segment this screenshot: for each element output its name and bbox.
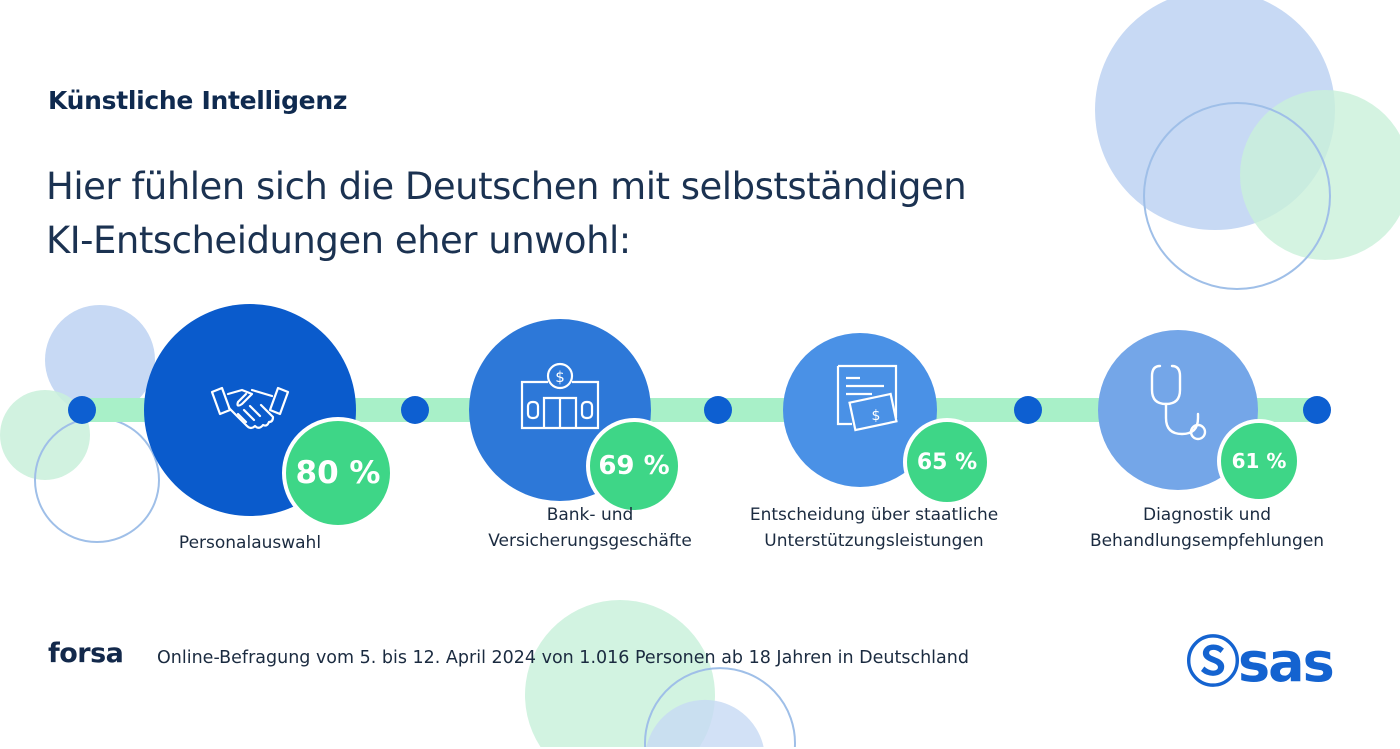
category-label-3: Entscheidung über staatliche Unterstützu…	[714, 502, 1034, 554]
decor-circle	[1240, 90, 1400, 260]
percent-badge-bg	[903, 418, 991, 506]
headline-line-1: Hier fühlen sich die Deutschen mit selbs…	[46, 165, 967, 208]
decor-circle	[646, 699, 764, 747]
svg-text:$: $	[555, 368, 565, 386]
document-money-icon: $	[836, 364, 898, 432]
label-line: Diagnostik und	[1142, 505, 1272, 525]
percent-badge-bg	[586, 418, 682, 514]
timeline-dot	[68, 396, 96, 424]
percent-badge-2: 69 %	[598, 451, 670, 481]
kicker-title: Künstliche Intelligenz	[48, 86, 348, 115]
label-line: Personalauswahl	[178, 533, 322, 553]
timeline-dot	[1014, 396, 1042, 424]
timeline-dot	[704, 396, 732, 424]
label-line: Bank- und	[546, 505, 634, 525]
timeline-dot	[401, 396, 429, 424]
decor-circle	[1143, 102, 1331, 290]
category-circle-4	[1098, 330, 1258, 490]
category-label-2: Bank- und Versicherungsgeschäfte	[430, 502, 750, 554]
percent-badge-3: 65 %	[916, 449, 978, 475]
category-label-4: Diagnostik und Behandlungsempfehlungen	[1047, 502, 1367, 554]
percent-badge-1: 80 %	[295, 455, 381, 491]
handshake-icon	[210, 386, 290, 430]
decor-circle	[644, 667, 796, 748]
percent-badge-bg	[282, 417, 394, 529]
stethoscope-icon	[1150, 364, 1207, 441]
source-note: Online-Befragung vom 5. bis 12. April 20…	[157, 648, 969, 668]
decor-circle	[525, 599, 716, 747]
label-line: Entscheidung über staatliche	[749, 505, 999, 525]
svg-text:$: $	[872, 408, 881, 424]
timeline-dot	[1303, 396, 1331, 424]
percent-badge-4: 61 %	[1231, 449, 1287, 473]
label-line: Versicherungsgeschäfte	[488, 531, 692, 551]
headline: Hier fühlen sich die Deutschen mit selbs…	[46, 160, 967, 268]
forsa-logo: forsa	[48, 638, 124, 669]
decor-circle	[0, 390, 90, 480]
sas-logo: Ⓢsas	[1186, 631, 1335, 694]
headline-line-2: KI-Entscheidungen eher unwohl:	[46, 219, 631, 262]
bank-icon: $	[520, 362, 600, 430]
sas-logo-text: sas	[1238, 631, 1335, 694]
label-line: Behandlungsempfehlungen	[1089, 531, 1325, 551]
percent-badge-bg	[1217, 419, 1301, 503]
category-circle-3	[783, 333, 937, 487]
decor-circle	[34, 417, 160, 543]
decor-circle	[45, 305, 155, 415]
label-line: Unterstützungsleistungen	[764, 531, 984, 551]
category-label-1: Personalauswahl	[90, 530, 410, 556]
